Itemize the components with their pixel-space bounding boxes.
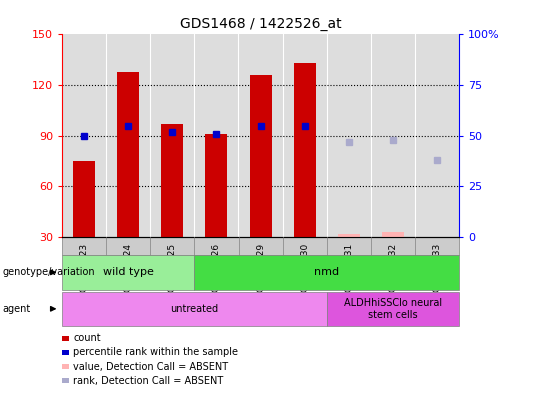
Text: nmd: nmd xyxy=(314,267,339,277)
Text: genotype/variation: genotype/variation xyxy=(3,267,96,277)
Bar xyxy=(249,75,272,237)
Title: GDS1468 / 1422526_at: GDS1468 / 1422526_at xyxy=(180,17,341,31)
Bar xyxy=(294,63,316,237)
Bar xyxy=(382,232,404,237)
Text: wild type: wild type xyxy=(103,267,154,277)
Bar xyxy=(338,234,360,237)
Text: percentile rank within the sample: percentile rank within the sample xyxy=(73,347,239,357)
Text: value, Detection Call = ABSENT: value, Detection Call = ABSENT xyxy=(73,362,228,371)
Text: count: count xyxy=(73,333,101,343)
Text: untreated: untreated xyxy=(170,304,219,314)
Bar xyxy=(426,237,448,257)
Bar xyxy=(161,124,184,237)
Text: rank, Detection Call = ABSENT: rank, Detection Call = ABSENT xyxy=(73,376,224,386)
Text: agent: agent xyxy=(3,304,31,314)
Bar xyxy=(117,72,139,237)
Bar xyxy=(205,134,227,237)
Bar xyxy=(73,161,95,237)
Text: ALDHhiSSClo neural
stem cells: ALDHhiSSClo neural stem cells xyxy=(344,298,442,320)
